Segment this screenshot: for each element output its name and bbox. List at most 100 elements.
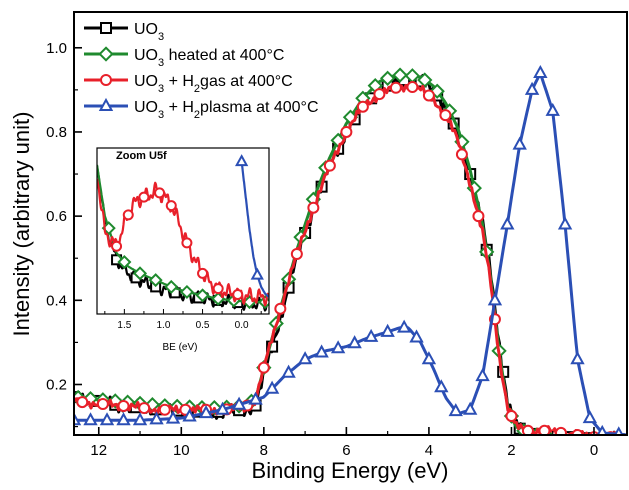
inset-x-tick-label-3: 0.0 (235, 320, 249, 331)
main-series-1-marker-40 (571, 433, 576, 435)
inset-series-1-marker-5 (179, 284, 194, 300)
main-x-tick-label-3: 6 (342, 442, 350, 459)
main-series-3-marker-10 (231, 396, 247, 410)
main-series-3-marker-11 (248, 391, 263, 405)
legend-label-3: UO3 + H2plasma at 400°C (134, 99, 319, 121)
main-x-tick-label-6: 0 (590, 442, 598, 459)
main-series-3-marker-33 (557, 216, 573, 230)
legend-label-text: heated at 400°C (164, 47, 284, 64)
main-series-3-marker-25 (462, 401, 478, 415)
main-y-tick-label-4: 1.0 (46, 40, 67, 57)
main-series-2-marker-21 (455, 148, 468, 161)
inset-series-2-marker-5 (181, 237, 193, 249)
legend-label-2: UO3 + H2gas at 400°C (134, 73, 293, 95)
main-series-3-marker-17 (347, 335, 362, 349)
main-series-3-marker-13 (281, 364, 296, 378)
main-series-2-marker-14 (340, 125, 353, 138)
legend-label-text: UO (134, 73, 158, 90)
legend-label-text: plasma at 400°C (200, 99, 318, 116)
legend-label-text: UO (134, 21, 158, 38)
main-series-3-marker-32 (545, 102, 560, 116)
legend-entry-0: UO3 (84, 21, 164, 43)
main-series-3-marker-15 (314, 344, 329, 358)
inset-series-2-marker-4 (165, 200, 177, 212)
main-x-tick-label-2: 8 (260, 442, 268, 459)
inset-axis-ticks: 1.5 1.0 0.5 0.0 (104, 309, 262, 331)
main-series-3-marker-7 (182, 408, 197, 422)
main-series-2-marker-15 (356, 100, 369, 113)
main-series-3-marker-27 (487, 292, 503, 306)
legend-swatch-marker-1 (98, 46, 114, 62)
main-series-2-marker-27 (554, 426, 567, 435)
main-series-3 (74, 64, 627, 435)
inset-series-2-marker-1 (122, 209, 134, 221)
main-series-3-marker-16 (330, 340, 346, 354)
main-series-3-marker-29 (512, 136, 527, 150)
main-plot-frame (73, 11, 628, 436)
main-series-3-marker-30 (524, 81, 540, 95)
main-series-3-marker-14 (297, 351, 313, 365)
inset-x-tick-label-2: 0.5 (196, 320, 210, 331)
main-series-3-marker-1 (83, 412, 98, 426)
inset-plot-series (97, 154, 269, 312)
main-series-3-marker-18 (363, 328, 379, 342)
main-x-tick-label-0: 12 (90, 442, 107, 459)
main-x-tick-label-5: 2 (507, 442, 515, 459)
main-y-axis-title: Intensity (arbitrary unit) (9, 112, 34, 337)
inset-series-1-marker-3 (148, 273, 163, 288)
inset-x-axis-title: BE (eV) (162, 342, 197, 353)
main-series-1-marker-43 (604, 437, 617, 450)
legend-label-subscript: 2 (194, 109, 200, 121)
main-series-1-marker-28 (417, 72, 433, 88)
main-series-2-marker-28 (571, 429, 584, 435)
main-series-2-marker-13 (323, 159, 336, 172)
main-series-3-marker-24 (448, 403, 463, 417)
legend-label-text: UO (134, 99, 158, 116)
main-series-3-marker-23 (434, 379, 449, 393)
legend-label-subscript: 3 (158, 57, 164, 69)
main-series-3-marker-12 (264, 380, 280, 394)
main-series-1-marker-25 (379, 70, 396, 86)
inset-x-tick-label-0: 1.5 (117, 320, 131, 331)
main-series-2-marker-16 (373, 88, 386, 101)
main-series-2-marker-18 (406, 81, 419, 94)
main-x-tick-label-1: 10 (173, 442, 190, 459)
inset-series-2-marker-6 (197, 267, 209, 279)
inset-series-1-marker-2 (132, 266, 148, 281)
main-series-2-marker-10 (274, 302, 287, 315)
main-series-3-marker-4 (132, 412, 148, 426)
inset-series-3 (234, 154, 269, 299)
legend-entry-3: UO3 + H2plasma at 400°C (84, 97, 319, 121)
main-series-2-marker-12 (307, 201, 320, 214)
main-series-3-marker-22 (421, 351, 437, 365)
legend-label-subscript: 2 (194, 83, 200, 95)
main-y-tick-label-1: 0.4 (46, 292, 67, 309)
main-series-3-marker-6 (165, 410, 181, 424)
inset-series-line-3 (240, 161, 269, 299)
main-series-2-marker-11 (290, 248, 303, 261)
main-series-2-marker-17 (389, 81, 402, 94)
legend-label-1: UO3 heated at 400°C (134, 47, 284, 69)
main-series-3-marker-3 (116, 412, 131, 426)
main-series-3-marker-26 (475, 367, 490, 382)
main-series-3-marker-2 (99, 412, 115, 426)
legend-label-subscript: 3 (158, 109, 164, 121)
inset-series-3-marker-1 (250, 267, 264, 280)
main-series-2-marker-20 (439, 109, 452, 122)
main-series-2-marker-0 (76, 396, 89, 409)
inset-series-1-marker-4 (164, 279, 179, 294)
legend-entry-2: UO3 + H2gas at 400°C (84, 73, 293, 95)
legend-label-0: UO3 (134, 21, 164, 43)
main-series-3-marker-36 (596, 424, 608, 435)
inset-series-2-marker-0 (111, 240, 123, 252)
inset-series-3-marker-0 (234, 154, 249, 167)
main-plot-series (74, 64, 627, 450)
legend-entry-1: UO3 heated at 400°C (84, 46, 284, 69)
legend-label-text: + H (164, 73, 194, 90)
main-series-3-marker-20 (396, 319, 412, 333)
main-y-tick-label-2: 0.6 (46, 208, 67, 225)
legend-label-text: + H (164, 99, 194, 116)
main-series-3-marker-9 (215, 401, 230, 415)
main-series-3-marker-28 (500, 216, 515, 230)
